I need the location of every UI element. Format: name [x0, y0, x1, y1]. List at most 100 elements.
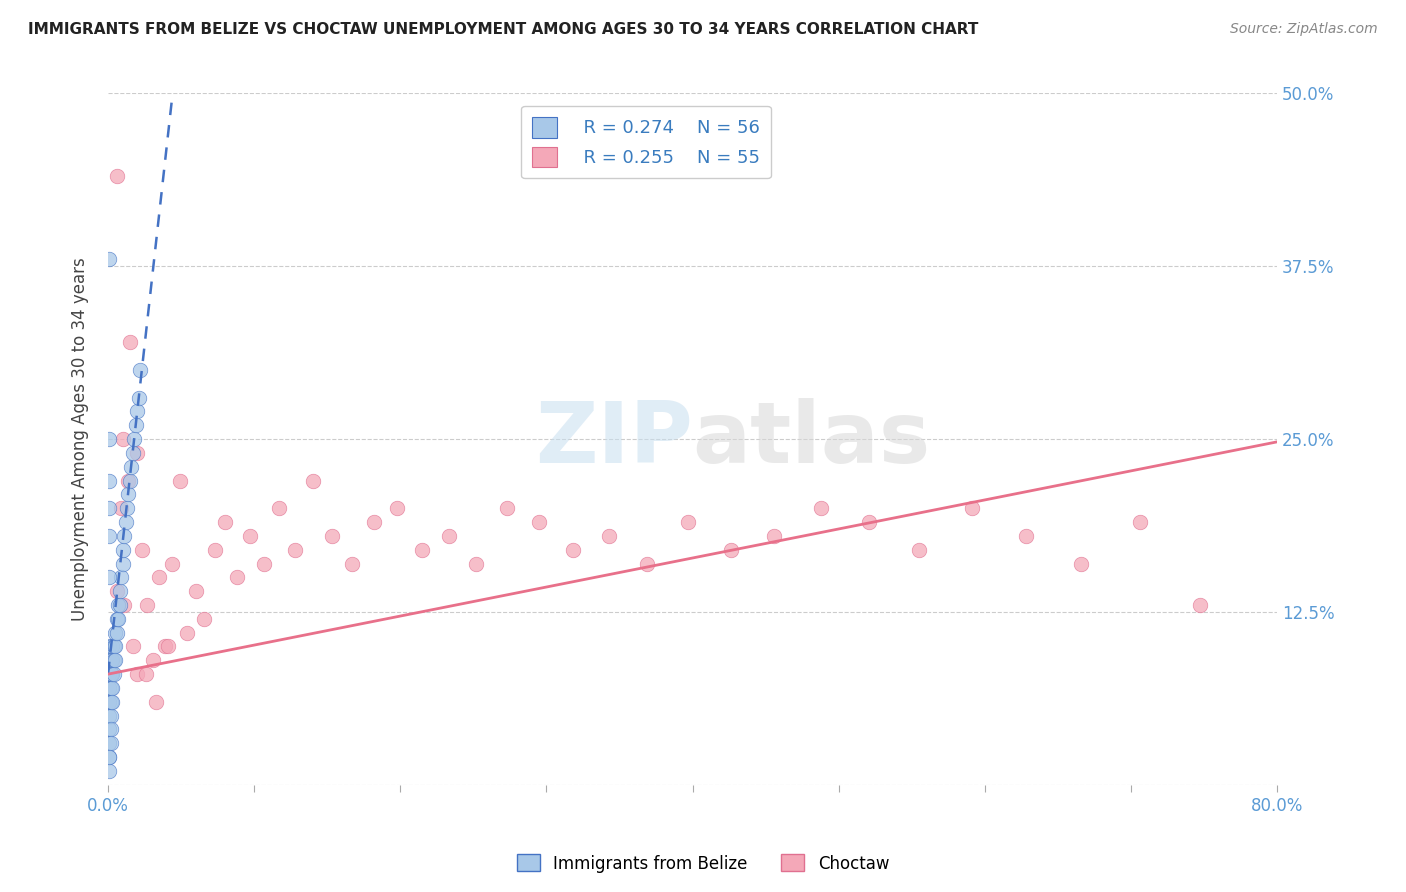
Text: IMMIGRANTS FROM BELIZE VS CHOCTAW UNEMPLOYMENT AMONG AGES 30 TO 34 YEARS CORRELA: IMMIGRANTS FROM BELIZE VS CHOCTAW UNEMPL… [28, 22, 979, 37]
Point [103, 653, 125, 667]
Point [253, 557, 276, 571]
Point [111, 432, 134, 446]
Point [98, 750, 121, 764]
Legend:   R = 0.274    N = 56,   R = 0.255    N = 55: R = 0.274 N = 56, R = 0.255 N = 55 [522, 106, 770, 178]
Point [284, 542, 307, 557]
Text: ZIP: ZIP [534, 398, 693, 481]
Point [1015, 529, 1038, 543]
Point [176, 625, 198, 640]
Point [162, 557, 184, 571]
Point [214, 515, 236, 529]
Point [100, 723, 122, 737]
Point [101, 653, 124, 667]
Point [118, 474, 141, 488]
Point [98, 501, 121, 516]
Point [437, 529, 460, 543]
Legend: Immigrants from Belize, Choctaw: Immigrants from Belize, Choctaw [510, 847, 896, 880]
Point [98, 764, 121, 778]
Point [411, 542, 433, 557]
Point [135, 667, 157, 681]
Point [118, 335, 141, 350]
Point [239, 529, 262, 543]
Point [858, 515, 880, 529]
Point [127, 446, 149, 460]
Point [112, 598, 135, 612]
Point [148, 570, 170, 584]
Point [101, 695, 124, 709]
Point [598, 529, 620, 543]
Point [100, 681, 122, 695]
Point [101, 640, 124, 654]
Point [108, 584, 131, 599]
Point [111, 557, 134, 571]
Point [387, 501, 409, 516]
Text: Source: ZipAtlas.com: Source: ZipAtlas.com [1230, 22, 1378, 37]
Point [184, 584, 207, 599]
Text: atlas: atlas [693, 398, 931, 481]
Point [121, 640, 143, 654]
Point [110, 570, 132, 584]
Point [100, 736, 122, 750]
Point [98, 474, 121, 488]
Point [125, 418, 148, 433]
Point [156, 640, 179, 654]
Point [117, 487, 139, 501]
Point [527, 515, 550, 529]
Point [960, 501, 983, 516]
Point [363, 515, 385, 529]
Point [100, 695, 122, 709]
Point [105, 584, 128, 599]
Point [267, 501, 290, 516]
Point [98, 653, 121, 667]
Point [561, 542, 583, 557]
Point [98, 252, 121, 267]
Point [98, 723, 121, 737]
Point [98, 529, 121, 543]
Point [465, 557, 488, 571]
Point [103, 640, 125, 654]
Point [104, 653, 127, 667]
Point [100, 653, 122, 667]
Point [100, 667, 122, 681]
Point [193, 612, 215, 626]
Point [142, 653, 165, 667]
Point [117, 474, 139, 488]
Point [145, 695, 167, 709]
Point [105, 625, 128, 640]
Point [114, 515, 136, 529]
Point [127, 404, 149, 418]
Point [108, 598, 131, 612]
Point [225, 570, 247, 584]
Point [105, 169, 128, 184]
Point [98, 695, 121, 709]
Point [720, 542, 742, 557]
Point [1129, 515, 1152, 529]
Point [98, 640, 121, 654]
Point [100, 708, 122, 723]
Point [908, 542, 931, 557]
Point [496, 501, 519, 516]
Point [321, 529, 343, 543]
Point [101, 653, 124, 667]
Point [121, 446, 143, 460]
Point [1070, 557, 1092, 571]
Point [204, 542, 226, 557]
Point [636, 557, 658, 571]
Point [101, 667, 124, 681]
Point [98, 708, 121, 723]
Point [98, 736, 121, 750]
Point [105, 612, 128, 626]
Point [169, 474, 191, 488]
Point [98, 570, 121, 584]
Point [136, 598, 159, 612]
Point [763, 529, 786, 543]
Point [810, 501, 832, 516]
Point [104, 625, 127, 640]
Point [678, 515, 700, 529]
Point [104, 640, 127, 654]
Point [153, 640, 176, 654]
Point [103, 667, 125, 681]
Point [107, 598, 129, 612]
Point [111, 542, 134, 557]
Point [120, 459, 142, 474]
